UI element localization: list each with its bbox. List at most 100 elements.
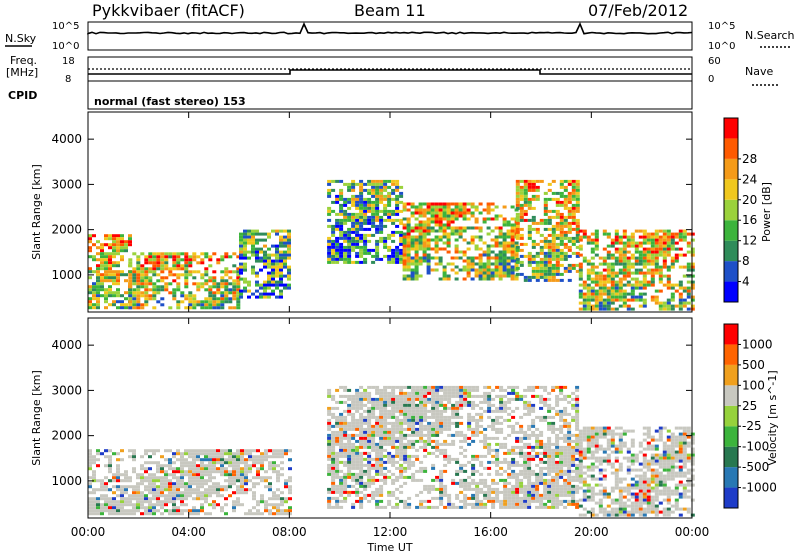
heatmap-cell xyxy=(383,194,388,198)
heatmap-cell xyxy=(391,463,396,467)
heatmap-cell xyxy=(244,461,248,465)
heatmap-cell xyxy=(331,436,336,440)
heatmap-cell xyxy=(474,244,479,248)
heatmap-cell xyxy=(575,427,580,431)
heatmap-cell xyxy=(447,385,452,389)
heatmap-cell xyxy=(144,497,148,501)
heatmap-cell xyxy=(192,255,197,259)
heatmap-cell xyxy=(471,493,476,497)
heatmap-cell xyxy=(248,449,252,453)
heatmap-cell xyxy=(160,500,164,504)
heatmap-cell xyxy=(594,283,599,287)
heatmap-cell xyxy=(535,484,540,488)
heatmap-cell xyxy=(610,295,615,299)
heatmap-cell xyxy=(395,487,400,491)
heatmap-cell xyxy=(116,243,120,247)
heatmap-cell xyxy=(551,239,556,243)
heatmap-cell xyxy=(515,200,520,204)
heatmap-cell xyxy=(112,303,116,307)
heatmap-cell xyxy=(467,442,472,446)
heatmap-cell xyxy=(383,206,388,210)
heatmap-cell xyxy=(144,276,149,280)
heatmap-cell xyxy=(208,491,212,495)
heatmap-cell xyxy=(387,397,392,401)
heatmap-cell xyxy=(686,292,691,296)
heatmap-cell xyxy=(523,194,528,198)
heatmap-cell xyxy=(678,229,683,233)
heatmap-cell xyxy=(443,421,448,425)
heatmap-cell xyxy=(375,209,380,213)
heatmap-cell xyxy=(239,268,243,272)
heatmap-cell xyxy=(168,473,172,477)
heatmap-cell xyxy=(515,499,520,503)
heatmap-cell xyxy=(642,283,647,287)
heatmap-cell xyxy=(383,406,388,410)
heatmap-cell xyxy=(256,482,260,486)
heatmap-cell xyxy=(431,391,436,395)
heatmap-cell xyxy=(411,409,416,413)
heatmap-cell xyxy=(371,442,376,446)
heatmap-cell xyxy=(414,253,419,257)
heatmap-cell xyxy=(216,306,221,310)
heatmap-cell xyxy=(543,505,548,509)
heatmap-cell xyxy=(491,460,496,464)
heatmap-cell xyxy=(598,271,603,275)
heatmap-cell xyxy=(403,460,408,464)
heatmap-cell xyxy=(176,476,180,480)
heatmap-cell xyxy=(438,247,443,251)
heatmap-cell xyxy=(531,385,536,389)
heatmap-cell xyxy=(511,388,516,392)
heatmap-cell xyxy=(120,503,124,507)
heatmap-cell xyxy=(232,294,237,298)
heatmap-cell xyxy=(606,244,611,248)
heatmap-cell xyxy=(427,415,432,419)
heatmap-cell xyxy=(212,506,216,510)
heatmap-cell xyxy=(399,484,404,488)
heatmap-cell xyxy=(422,202,427,206)
heatmap-cell xyxy=(216,291,221,295)
heatmap-cell xyxy=(571,179,576,183)
heatmap-cell xyxy=(395,421,400,425)
heatmap-cell xyxy=(423,388,428,392)
heatmap-cell xyxy=(279,253,283,257)
heatmap-cell xyxy=(646,235,651,239)
heatmap-cell xyxy=(490,262,495,266)
heatmap-cell xyxy=(208,494,212,498)
heatmap-cell xyxy=(244,458,248,462)
heatmap-cell xyxy=(176,258,181,262)
heatmap-cell xyxy=(519,272,524,276)
heatmap-cell xyxy=(387,179,392,183)
heatmap-cell xyxy=(160,482,164,486)
heatmap-cell xyxy=(399,433,404,437)
heatmap-cell xyxy=(251,232,255,236)
heatmap-cell xyxy=(172,512,176,516)
heatmap-cell xyxy=(666,235,671,239)
heatmap-cell xyxy=(403,397,408,401)
heatmap-cell xyxy=(367,478,372,482)
heatmap-cell xyxy=(204,512,208,516)
heatmap-cell xyxy=(455,391,460,395)
heatmap-cell xyxy=(646,238,651,242)
heatmap-cell xyxy=(495,418,500,422)
heatmap-cell xyxy=(547,490,552,494)
heatmap-cell xyxy=(446,274,451,278)
heatmap-cell xyxy=(626,283,631,287)
heatmap-cell xyxy=(511,397,516,401)
heatmap-cell xyxy=(212,300,217,304)
heatmap-cell xyxy=(375,466,380,470)
heatmap-cell xyxy=(682,265,687,269)
heatmap-cell xyxy=(343,203,348,207)
heatmap-cell xyxy=(415,469,420,473)
heatmap-cell xyxy=(634,259,639,263)
heatmap-cell xyxy=(108,264,112,268)
heatmap-cell xyxy=(539,394,544,398)
heatmap-cell xyxy=(551,481,556,485)
heatmap-cell xyxy=(486,226,491,230)
heatmap-cell xyxy=(212,461,216,465)
heatmap-cell xyxy=(606,250,611,254)
heatmap-cell xyxy=(367,469,372,473)
heatmap-cell xyxy=(204,458,208,462)
heatmap-cell xyxy=(507,475,512,479)
heatmap-cell xyxy=(395,251,400,255)
heatmap-cell xyxy=(434,205,439,209)
